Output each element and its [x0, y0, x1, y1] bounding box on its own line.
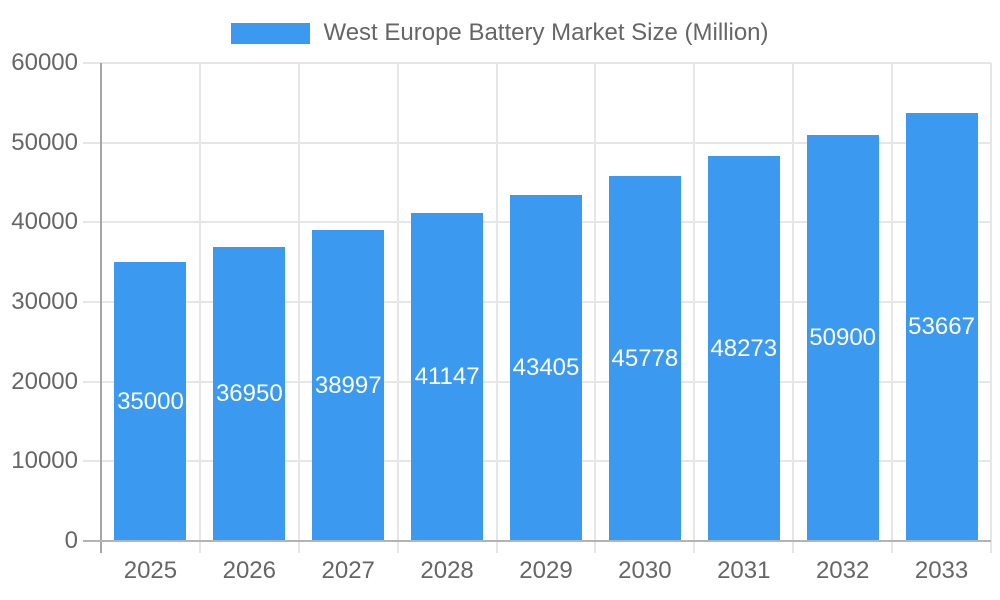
bar-2028[interactable]: [411, 213, 484, 541]
x-gridline: [594, 63, 597, 553]
legend-item[interactable]: West Europe Battery Market Size (Million…: [231, 19, 769, 46]
x-axis-tick-label: 2029: [519, 557, 573, 584]
x-axis-zero-line: [83, 540, 991, 542]
bar-value-label: 41147: [414, 363, 480, 391]
bar-2031[interactable]: [707, 156, 780, 541]
bar-value-label: 43405: [512, 354, 580, 382]
x-axis-tick-label: 2025: [123, 557, 178, 584]
x-axis-tick-label: 2027: [321, 557, 375, 584]
bar-2026[interactable]: [213, 246, 286, 541]
x-gridline: [297, 63, 300, 553]
bar-value-label: 38997: [314, 371, 382, 399]
y-gridline: [83, 62, 991, 64]
legend-swatch-icon: [231, 22, 311, 44]
x-gridline: [693, 63, 696, 553]
bar-2032[interactable]: [806, 135, 879, 541]
y-axis-tick-label: 0: [64, 527, 78, 554]
bar-value-label: 53667: [908, 313, 975, 341]
bar-value-label: 45778: [611, 344, 679, 372]
x-axis-tick-label: 2032: [815, 557, 870, 584]
y-gridline: [83, 141, 991, 144]
bar-2027[interactable]: [312, 230, 385, 541]
x-axis-tick-label: 2026: [222, 557, 276, 584]
x-axis-tick-label: 2031: [717, 557, 771, 584]
bar-value-label: 50900: [809, 324, 877, 352]
y-axis-tick-label: 60000: [11, 49, 78, 76]
x-gridline: [891, 63, 894, 553]
x-axis-tick-label: 2028: [420, 557, 474, 584]
x-axis-tick-label: 2030: [618, 557, 672, 584]
y-axis-tick-label: 50000: [11, 128, 78, 156]
bar-2029[interactable]: [510, 195, 582, 541]
x-gridline: [396, 63, 399, 553]
x-gridline: [198, 63, 201, 553]
x-gridline: [990, 63, 992, 553]
y-axis-tick-label: 30000: [11, 288, 78, 315]
x-axis-tick-label: 2033: [914, 557, 969, 584]
bar-2033[interactable]: [905, 113, 978, 541]
legend-label: West Europe Battery Market Size (Million…: [323, 19, 769, 46]
x-gridline: [792, 63, 795, 553]
y-axis-tick-label: 40000: [11, 208, 78, 236]
bar-2025[interactable]: [114, 262, 187, 541]
bar-value-label: 48273: [710, 334, 778, 362]
bar-2030[interactable]: [608, 176, 681, 541]
legend: West Europe Battery Market Size (Million…: [0, 21, 1000, 45]
y-axis-tick-label: 20000: [11, 367, 78, 395]
bar-value-label: 36950: [215, 379, 283, 407]
y-axis-tick-label: 10000: [11, 447, 78, 475]
x-gridline: [495, 63, 498, 553]
bar-value-label: 35000: [117, 387, 184, 415]
y-axis-line: [100, 63, 102, 553]
